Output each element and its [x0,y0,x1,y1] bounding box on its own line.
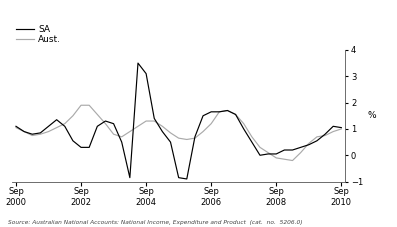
Y-axis label: %: % [367,111,376,120]
Legend: SA, Aust.: SA, Aust. [16,25,61,44]
Text: Source: Australian National Accounts: National Income, Expenditure and Product  : Source: Australian National Accounts: Na… [8,220,303,225]
